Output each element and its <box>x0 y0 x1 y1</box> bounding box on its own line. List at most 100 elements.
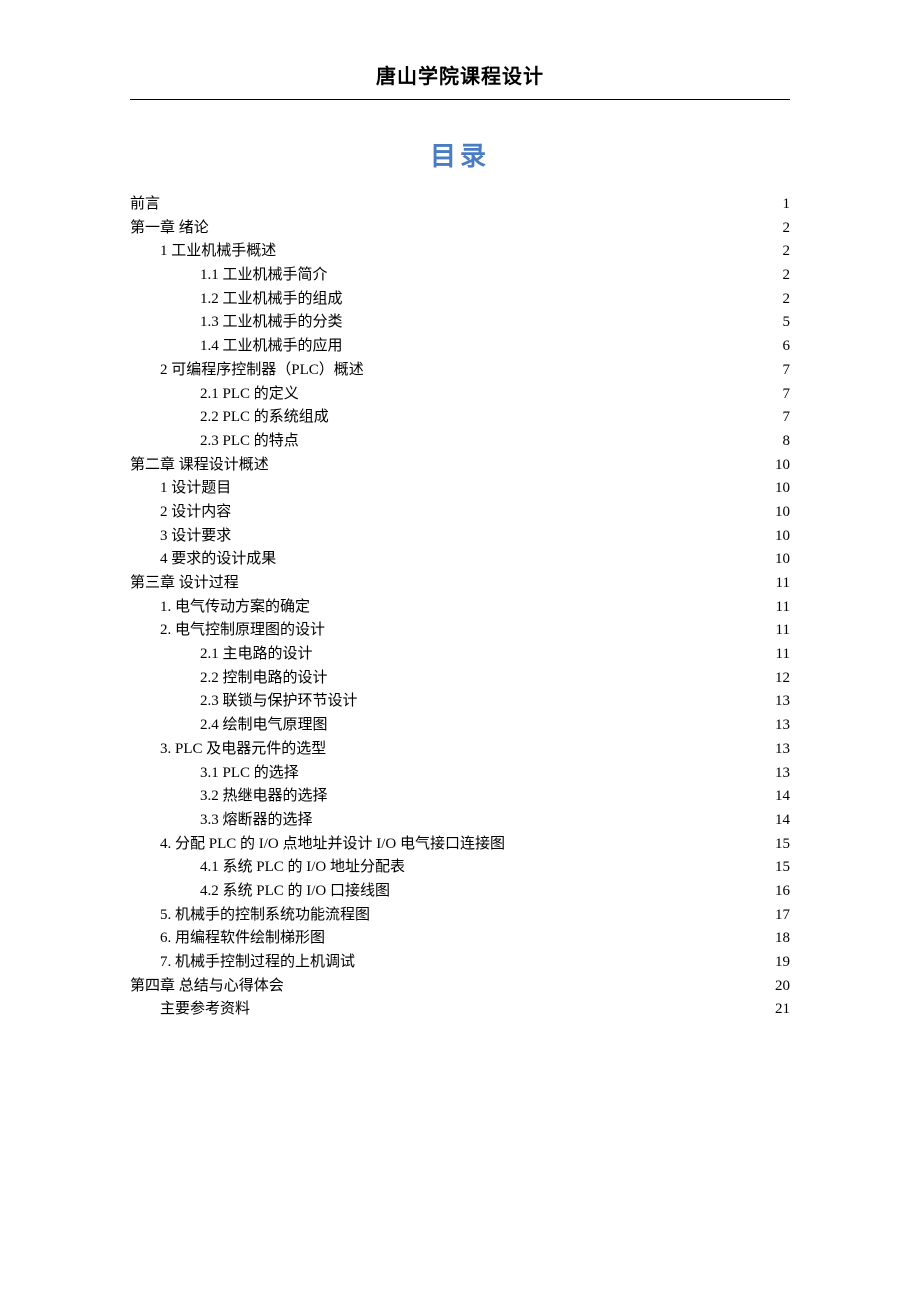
toc-entry: 1 工业机械手概述 2 <box>130 240 790 264</box>
toc-entry-page: 20 <box>775 975 790 999</box>
toc-entry-page: 7 <box>783 406 791 430</box>
toc-entry-label: 3.3 熔断器的选择 <box>200 809 313 833</box>
toc-entry-label: 2.1 PLC 的定义 <box>200 383 299 407</box>
toc-list: 前言1第一章 绪论21 工业机械手概述21.1 工业机械手简介21.2 工业机械… <box>130 193 790 1022</box>
toc-entry-page: 11 <box>776 572 790 596</box>
toc-entry-label: 2.3 PLC 的特点 <box>200 430 299 454</box>
toc-entry-label: 2.1 主电路的设计 <box>200 643 313 667</box>
toc-entry-label: 2 设计内容 <box>160 501 231 525</box>
toc-entry-label: 2 可编程序控制器（PLC）概述 <box>160 359 364 383</box>
toc-entry-label: 2. 电气控制原理图的设计 <box>160 619 325 643</box>
toc-entry-label: 4.1 系统 PLC 的 I/O 地址分配表 <box>200 856 405 880</box>
toc-entry: 2 可编程序控制器（PLC）概述7 <box>130 359 790 383</box>
toc-entry-page: 8 <box>783 430 791 454</box>
toc-entry-page: 10 <box>775 477 790 501</box>
toc-entry: 1. 电气传动方案的确定11 <box>130 596 790 620</box>
header-rule <box>130 99 790 100</box>
toc-entry-page: 15 <box>775 856 790 880</box>
toc-entry: 2.1 PLC 的定义 7 <box>130 383 790 407</box>
toc-entry-label: 3.1 PLC 的选择 <box>200 762 299 786</box>
toc-entry-page: 11 <box>776 596 790 620</box>
toc-entry: 1.4 工业机械手的应用6 <box>130 335 790 359</box>
toc-entry-page: 10 <box>775 454 790 478</box>
toc-entry: 1.2 工业机械手的组成 2 <box>130 288 790 312</box>
toc-entry-label: 6. 用编程软件绘制梯形图 <box>160 927 325 951</box>
toc-entry: 第三章 设计过程 11 <box>130 572 790 596</box>
toc-entry-page: 19 <box>775 951 790 975</box>
toc-entry: 2.2 PLC 的系统组成 7 <box>130 406 790 430</box>
toc-entry-label: 2.2 控制电路的设计 <box>200 667 328 691</box>
toc-entry-label: 1.2 工业机械手的组成 <box>200 288 343 312</box>
toc-entry-label: 4 要求的设计成果 <box>160 548 276 572</box>
toc-entry-page: 2 <box>783 288 791 312</box>
toc-entry-label: 2.2 PLC 的系统组成 <box>200 406 329 430</box>
toc-entry: 2.2 控制电路的设计 12 <box>130 667 790 691</box>
toc-entry-page: 13 <box>775 738 790 762</box>
toc-entry-label: 第四章 总结与心得体会 <box>130 975 284 999</box>
toc-entry-page: 16 <box>775 880 790 904</box>
toc-entry-page: 2 <box>783 240 791 264</box>
page-header-title: 唐山学院课程设计 <box>130 60 790 89</box>
toc-entry-page: 17 <box>775 904 790 928</box>
toc-entry: 4.2 系统 PLC 的 I/O 口接线图 16 <box>130 880 790 904</box>
toc-entry-label: 1 工业机械手概述 <box>160 240 276 264</box>
toc-title: 目录 <box>130 136 790 173</box>
toc-entry-label: 2.3 联锁与保护环节设计 <box>200 690 358 714</box>
toc-entry: 4.1 系统 PLC 的 I/O 地址分配表 15 <box>130 856 790 880</box>
toc-entry-page: 6 <box>783 335 791 359</box>
toc-entry-page: 21 <box>775 998 790 1022</box>
toc-entry-label: 第三章 设计过程 <box>130 572 239 596</box>
toc-entry-label: 主要参考资料 <box>160 998 250 1022</box>
toc-entry-page: 11 <box>776 643 790 667</box>
toc-entry: 第二章 课程设计概述 10 <box>130 454 790 478</box>
toc-entry: 2.3 联锁与保护环节设计13 <box>130 690 790 714</box>
toc-entry-label: 第二章 课程设计概述 <box>130 454 269 478</box>
toc-entry: 2.1 主电路的设计 11 <box>130 643 790 667</box>
toc-entry: 主要参考资料 21 <box>130 998 790 1022</box>
toc-entry-page: 7 <box>783 383 791 407</box>
toc-entry: 4. 分配 PLC 的 I/O 点地址并设计 I/O 电气接口连接图 15 <box>130 833 790 857</box>
toc-entry-label: 7. 机械手控制过程的上机调试 <box>160 951 355 975</box>
toc-entry-label: 5. 机械手的控制系统功能流程图 <box>160 904 370 928</box>
toc-entry-label: 前言 <box>130 193 160 217</box>
toc-entry: 2. 电气控制原理图的设计 11 <box>130 619 790 643</box>
toc-entry-label: 4.2 系统 PLC 的 I/O 口接线图 <box>200 880 390 904</box>
toc-entry: 5. 机械手的控制系统功能流程图 17 <box>130 904 790 928</box>
toc-entry: 前言 1 <box>130 193 790 217</box>
toc-entry-page: 15 <box>775 833 790 857</box>
toc-entry: 第一章 绪论 2 <box>130 217 790 241</box>
toc-entry-page: 10 <box>775 548 790 572</box>
toc-entry-label: 1.3 工业机械手的分类 <box>200 311 343 335</box>
toc-entry: 6. 用编程软件绘制梯形图 18 <box>130 927 790 951</box>
toc-entry-page: 13 <box>775 714 790 738</box>
toc-entry-page: 2 <box>783 264 791 288</box>
toc-entry-label: 3.2 热继电器的选择 <box>200 785 328 809</box>
toc-entry: 1.1 工业机械手简介 2 <box>130 264 790 288</box>
toc-entry-page: 2 <box>783 217 791 241</box>
toc-entry-label: 4. 分配 PLC 的 I/O 点地址并设计 I/O 电气接口连接图 <box>160 833 505 857</box>
toc-entry-label: 第一章 绪论 <box>130 217 209 241</box>
toc-entry-page: 14 <box>775 785 790 809</box>
toc-entry-label: 3. PLC 及电器元件的选型 <box>160 738 326 762</box>
toc-entry-page: 1 <box>783 193 791 217</box>
page: 唐山学院课程设计 目录 前言1第一章 绪论21 工业机械手概述21.1 工业机械… <box>0 0 920 1302</box>
toc-entry-label: 2.4 绘制电气原理图 <box>200 714 328 738</box>
toc-entry: 1.3 工业机械手的分类 5 <box>130 311 790 335</box>
toc-entry-label: 1 设计题目 <box>160 477 231 501</box>
toc-entry: 3. PLC 及电器元件的选型 13 <box>130 738 790 762</box>
toc-entry: 2 设计内容10 <box>130 501 790 525</box>
toc-entry-label: 3 设计要求 <box>160 525 231 549</box>
toc-entry: 第四章 总结与心得体会 20 <box>130 975 790 999</box>
toc-entry-page: 11 <box>776 619 790 643</box>
toc-entry-label: 1.1 工业机械手简介 <box>200 264 328 288</box>
toc-entry-page: 18 <box>775 927 790 951</box>
toc-entry-page: 5 <box>783 311 791 335</box>
toc-entry: 3.3 熔断器的选择 14 <box>130 809 790 833</box>
toc-entry: 3.2 热继电器的选择 14 <box>130 785 790 809</box>
toc-entry: 7. 机械手控制过程的上机调试 19 <box>130 951 790 975</box>
toc-entry-page: 14 <box>775 809 790 833</box>
toc-entry: 2.4 绘制电气原理图 13 <box>130 714 790 738</box>
toc-entry-page: 13 <box>775 762 790 786</box>
toc-entry-page: 10 <box>775 525 790 549</box>
toc-entry-page: 12 <box>775 667 790 691</box>
